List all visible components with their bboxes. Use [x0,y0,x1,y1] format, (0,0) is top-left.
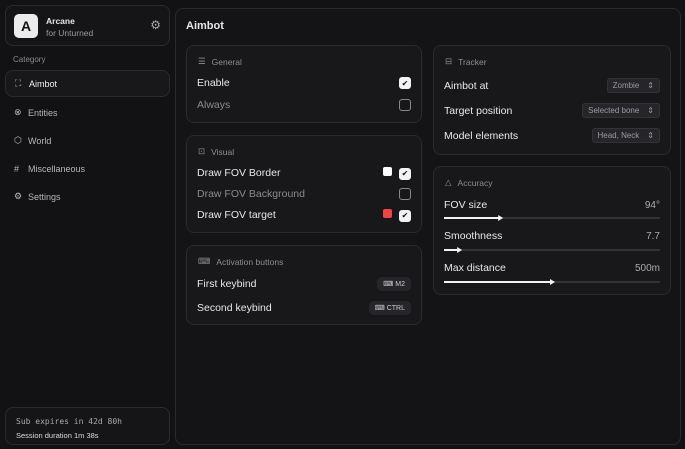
enable-checkbox[interactable]: ✔ [399,77,411,89]
fov-border-checkbox[interactable]: ✔ [399,167,411,180]
slider-fill [444,217,501,219]
general-card: ☰ General Enable ✔ Always [186,45,422,123]
sidebar-item-aimbot[interactable]: ⛶ Aimbot [5,70,170,97]
sidebar-item-settings[interactable]: ⚙ Settings [5,183,170,210]
sub-expiry: Sub expires in 42d 80h [16,417,122,426]
fov-target-label: Draw FOV target [197,209,276,222]
sidebar-item-world[interactable]: ⬡ World [5,127,170,154]
session-duration: Session duration 1m 38s [16,431,99,440]
subscription-info: Sub expires in 42d 80h Session duration … [5,407,170,445]
second-keybind-label: Second keybind [197,302,272,314]
section-title: Tracker [458,56,487,67]
always-checkbox[interactable] [399,99,411,111]
general-icon: ☰ [198,56,206,66]
accuracy-card: △ Accuracy FOV size 94° Smoothness 7.7 Max … [433,166,671,295]
fov-size-slider[interactable] [444,217,660,219]
first-keybind-button[interactable]: ⌨ M2 [377,277,411,291]
select-value: Head, Neck [597,131,640,140]
fov-target-color[interactable] [383,209,392,218]
app-title: Arcane [46,16,75,26]
keyboard-icon: ⌨ [198,256,211,266]
sidebar-item-entities[interactable]: ⊗ Entities [5,99,170,126]
max-distance-slider[interactable] [444,281,660,283]
target-position-label: Target position [444,104,513,117]
key-label: M2 [395,281,405,288]
section-title: General [211,56,242,67]
always-label: Always [197,99,231,111]
sidebar-item-label: Settings [28,191,61,202]
category-label: Category [13,55,46,64]
fov-border-label: Draw FOV Border [197,167,281,180]
select-value: Zombie [612,81,640,90]
chevron-updown-icon: ⇕ [647,81,654,90]
grid-icon: # [14,163,20,174]
fov-target-checkbox[interactable]: ✔ [399,209,411,222]
max-distance-label: Max distance [444,262,506,274]
app-logo: A [14,14,38,38]
tracker-card: ⊟ Tracker Aimbot at Zombie ⇕ Target positio… [433,45,671,155]
smoothness-label: Smoothness [444,230,503,242]
slider-fill [444,281,552,283]
section-title: Visual [211,146,235,157]
first-keybind-label: First keybind [197,278,257,290]
smoothness-slider[interactable] [444,249,660,251]
enable-label: Enable [197,77,230,89]
fov-size-label: FOV size [444,199,488,211]
smoothness-value: 7.7 [646,230,660,242]
sidebar-item-label: Aimbot [29,78,58,89]
section-title: Accuracy [457,177,493,188]
app-subtitle: for Unturned [46,28,94,38]
sidebar-item-label: Miscellaneous [28,163,86,174]
fov-background-checkbox[interactable] [399,188,411,200]
chevron-updown-icon: ⇕ [647,131,654,140]
settings-gear-icon[interactable]: ⚙ [150,18,161,32]
aim-at-select[interactable]: Zombie ⇕ [606,78,660,93]
fov-background-label: Draw FOV Background [197,188,305,200]
sidebar-item-label: World [28,135,52,146]
max-distance-value: 500m [634,262,660,274]
activation-card: ⌨ Activation buttons First keybind ⌨ M2 Se… [186,245,422,325]
chevron-updown-icon: ⇕ [647,106,654,115]
section-title: Activation buttons [216,256,284,267]
page-title: Aimbot [186,20,224,32]
model-elements-label: Model elements [444,129,519,142]
tracker-icon: ⊟ [445,56,453,66]
aim-at-label: Aimbot at [444,79,489,92]
fov-border-color[interactable] [383,167,392,176]
target-position-select[interactable]: Selected bone ⇕ [582,103,660,118]
key-label: CTRL [386,305,405,312]
gear-icon: ⚙ [14,191,23,201]
fov-size-value: 94° [644,199,660,211]
visual-card: ⊡ Visual Draw FOV Border ✔ Draw FOV Backgr… [186,135,422,233]
warning-triangle-icon: △ [445,177,452,187]
crosshair-icon: ⛶ [15,78,22,88]
globe-icon: ⬡ [14,135,22,145]
slider-fill [444,249,460,251]
second-keybind-button[interactable]: ⌨ CTRL [368,301,411,315]
app-header: A Arcane for Unturned ⚙ [5,5,170,46]
select-value: Selected bone [588,106,640,115]
visual-icon: ⊡ [198,146,206,156]
sidebar-item-label: Entities [28,107,58,118]
model-elements-select[interactable]: Head, Neck ⇕ [591,128,660,143]
sidebar-item-miscellaneous[interactable]: # Miscellaneous [5,155,170,182]
entities-icon: ⊗ [14,107,22,117]
